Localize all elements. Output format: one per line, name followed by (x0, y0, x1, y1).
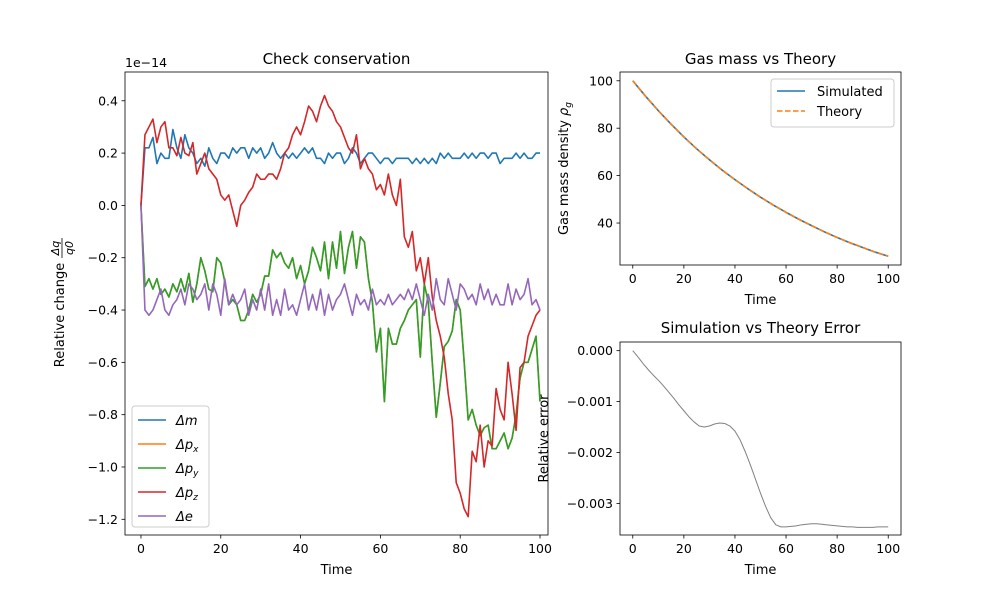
gas_mass-y-tick-label: 60 (597, 168, 613, 183)
error-plot: 0 20 40 60 80 100 −0.003 −0.002 −0.001 0.000 Sim… (537, 319, 902, 578)
error-x-tick-label: 60 (778, 541, 794, 556)
conservation-series-lines (140, 94, 541, 518)
error-axes-frame (619, 341, 902, 536)
conservation-x-tick-label: 80 (452, 541, 468, 556)
gas-mass-legend-label: Theory (816, 105, 862, 120)
error-x-tick-label: 20 (676, 541, 692, 556)
error-series-lines (632, 350, 889, 528)
conservation-y-label-denominator: q0 (63, 241, 76, 255)
gas_mass-x-tick-label: 0 (629, 271, 637, 286)
error-x-tick-label: 0 (629, 541, 637, 556)
gas-mass-legend: Simulated Theory (770, 78, 895, 128)
conservation-legend: Δm Δpx Δpy Δpz Δe (131, 405, 210, 528)
gas_mass-x-tick-label: 20 (676, 271, 692, 286)
conservation-plot: 0 20 40 60 80 100 −1.2 −1.0 −0.8 −0.6 −0.4 −0.2 0.0… (49, 50, 552, 578)
conservation-y-label-numerator: Δq (49, 241, 62, 257)
gas-mass-x-ticks: 0 20 40 60 80 100 (629, 265, 900, 286)
conservation-y-tick-label: 0.4 (98, 93, 118, 108)
conservation-series-2 (140, 205, 541, 450)
conservation-title: Check conservation (263, 50, 411, 68)
conservation-series-4 (140, 205, 541, 317)
conservation-legend-label: Δpx (175, 438, 199, 455)
conservation-series-0 (140, 128, 541, 206)
gas_mass-x-tick-label: 80 (829, 271, 845, 286)
gas-mass-plot: 0 20 40 60 80 100 40 60 80 100 Gas mass vs Theor… (557, 50, 902, 308)
error-x-tick-label: 40 (727, 541, 743, 556)
error-series-0 (632, 350, 889, 528)
conservation-y-tick-label: −0.4 (88, 303, 118, 318)
error-y-label: Relative error (537, 394, 552, 483)
gas-mass-legend-label: Simulated (817, 85, 883, 100)
gas_mass-x-tick-label: 40 (727, 271, 743, 286)
gas-mass-series-lines (632, 80, 889, 257)
error-x-ticks: 0 20 40 60 80 100 (629, 535, 900, 556)
error-y-tick-label: −0.002 (567, 445, 613, 460)
gas-mass-x-label: Time (744, 293, 777, 308)
conservation-x-tick-label: 100 (528, 541, 552, 556)
conservation-legend-box (131, 405, 210, 528)
conservation-x-label: Time (320, 563, 353, 578)
conservation-x-tick-label: 20 (213, 541, 229, 556)
error-y-tick-label: −0.001 (567, 394, 613, 409)
conservation-y-label: Relative change Δq q0 (49, 238, 76, 367)
gas-mass-y-ticks: 40 60 80 100 (589, 73, 620, 231)
gas-mass-axes-frame (619, 71, 902, 266)
conservation-y-tick-label: 0.2 (98, 146, 118, 161)
gas_mass-y-tick-label: 80 (597, 121, 613, 136)
error-x-tick-label: 80 (829, 541, 845, 556)
gas-mass-y-label: Gas mass density ρg (557, 102, 574, 235)
conservation-axes-frame (124, 71, 549, 536)
conservation-x-tick-label: 40 (293, 541, 309, 556)
conservation-offset-text: 1e−14 (125, 55, 167, 70)
conservation-y-ticks: −1.2 −1.0 −0.8 −0.6 −0.4 −0.2 0.0 0.2 0.4 (88, 93, 125, 527)
error-x-tick-label: 100 (876, 541, 900, 556)
gas_mass-x-tick-label: 100 (876, 271, 900, 286)
error-y-tick-label: −0.003 (567, 496, 613, 511)
conservation-legend-label: Δm (175, 414, 198, 429)
error-x-label: Time (744, 563, 777, 578)
error-title: Simulation vs Theory Error (661, 319, 861, 337)
conservation-y-tick-label: −1.0 (88, 459, 118, 474)
gas_mass-y-tick-label: 40 (597, 216, 613, 231)
conservation-x-tick-label: 0 (137, 541, 145, 556)
conservation-x-ticks: 0 20 40 60 80 100 (137, 535, 552, 556)
conservation-legend-label: Δpz (175, 486, 198, 503)
conservation-y-tick-label: −0.6 (88, 355, 118, 370)
conservation-y-tick-label: −1.2 (88, 512, 118, 527)
gas_mass-y-tick-label: 100 (589, 73, 613, 88)
conservation-y-tick-label: −0.2 (88, 250, 118, 265)
conservation-y-tick-label: 0.0 (98, 198, 118, 213)
error-y-tick-label: 0.000 (577, 343, 613, 358)
conservation-series-3 (140, 94, 541, 518)
conservation-y-label-prefix: Relative change (53, 263, 68, 367)
error-y-ticks: −0.003 −0.002 −0.001 0.000 (567, 343, 620, 511)
gas_mass-x-tick-label: 60 (778, 271, 794, 286)
conservation-y-tick-label: −0.8 (88, 407, 118, 422)
gas-mass-title: Gas mass vs Theory (685, 50, 836, 68)
gas_mass-series-1 (632, 80, 889, 257)
conservation-x-tick-label: 60 (372, 541, 388, 556)
conservation-legend-label: Δpy (175, 462, 199, 479)
conservation-legend-label: Δe (175, 510, 193, 525)
